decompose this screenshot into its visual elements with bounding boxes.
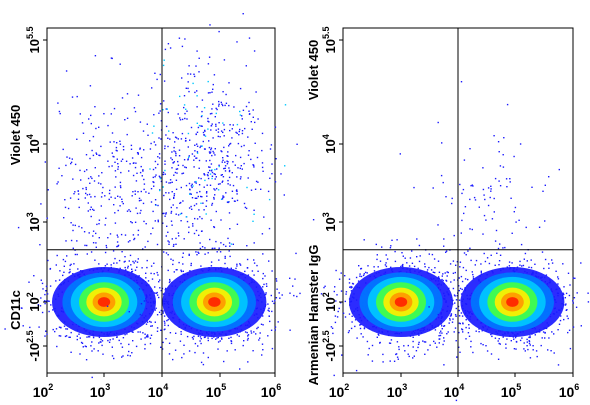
- cloud-layer-left: [4, 13, 315, 379]
- x-tick-label-left-3: 105: [206, 382, 227, 400]
- y-tick-label-right-0: -102.5: [321, 330, 338, 361]
- y-tick-label-left-3: 104: [25, 134, 42, 153]
- gate-left: [47, 28, 275, 373]
- y-ticks-left: -102.5 102 103 104 105.5: [25, 27, 47, 362]
- population-right-1: [314, 238, 482, 402]
- y-tick-label-right-2: 103: [321, 212, 338, 231]
- y-axis-title-top-left: Violet 450: [8, 105, 23, 165]
- x-tick-label-left-4: 106: [261, 382, 282, 400]
- y-axis-title-top-right: Violet 450: [306, 40, 321, 100]
- population-left-4: [113, 13, 315, 253]
- x-tick-label-right-3: 105: [501, 382, 522, 400]
- y-ticks-right: -102.5 102 103 104 105.5: [321, 27, 343, 362]
- panel-left: 102 103 104 105 106 -102.5 102 103 104 105.5 Vio…: [4, 13, 315, 400]
- x-tick-label-left-2: 104: [148, 382, 169, 400]
- x-ticks-right: 102 103 104 105 106: [329, 373, 580, 400]
- x-tick-label-right-0: 102: [329, 382, 350, 400]
- x-tick-label-right-2: 104: [444, 382, 465, 400]
- y-tick-label-right-1: 102: [321, 292, 338, 311]
- y-tick-label-right-4: 105.5: [321, 27, 338, 54]
- x-tick-label-left-0: 102: [33, 382, 54, 400]
- panel-right: 102 103 104 105 106 -102.5 102 103 104 105.5 Vio…: [306, 27, 590, 402]
- y-tick-label-left-4: 105.5: [25, 27, 42, 54]
- y-tick-label-left-0: -102.5: [25, 330, 42, 361]
- population-right-3: [390, 81, 560, 253]
- x-tick-label-right-4: 106: [559, 382, 580, 400]
- gate-right: [343, 28, 573, 373]
- y-axis-title-bottom-left: CD11c: [8, 290, 23, 330]
- y-tick-label-left-1: 102: [25, 292, 42, 311]
- x-ticks-left: 102 103 104 105 106: [33, 373, 282, 400]
- y-axis-title-bottom-right: Armenian Hamster IgG: [306, 245, 321, 386]
- x-tick-label-left-1: 103: [90, 382, 111, 400]
- y-tick-label-right-3: 104: [321, 134, 338, 153]
- population-left-3: [17, 55, 230, 253]
- population-left-1: [4, 210, 196, 379]
- cloud-layer-right: [314, 81, 590, 402]
- population-left-2: [106, 230, 301, 370]
- population-right-2: [415, 233, 590, 366]
- y-tick-label-left-2: 103: [25, 212, 42, 231]
- x-tick-label-right-1: 103: [387, 382, 408, 400]
